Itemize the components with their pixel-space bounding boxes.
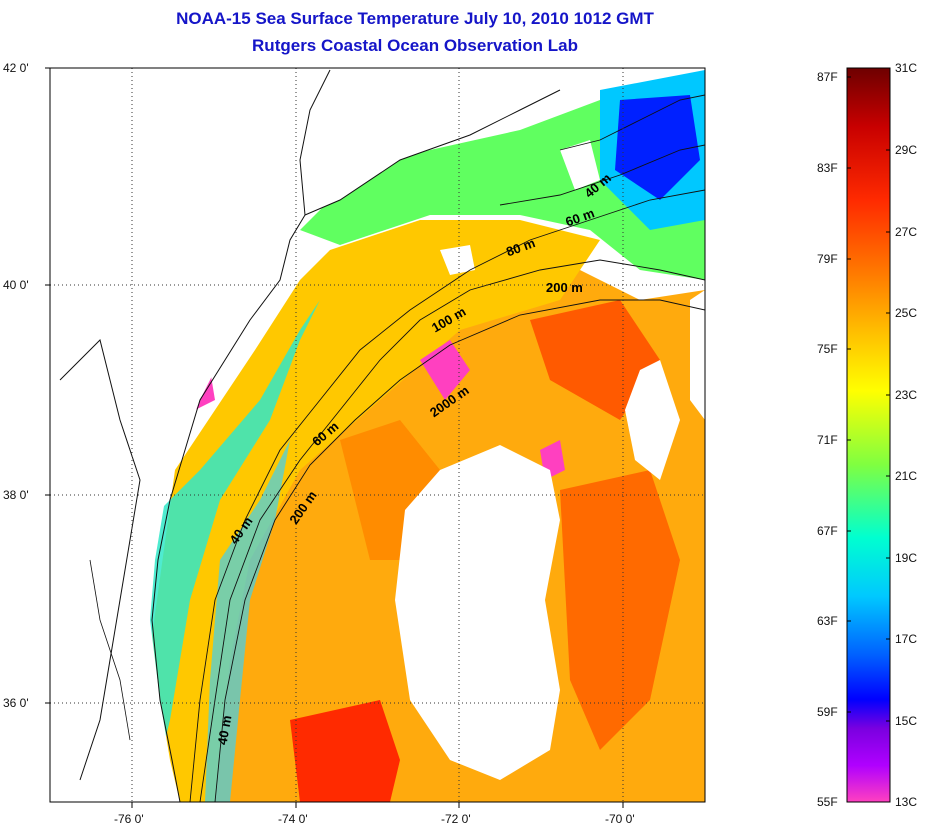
colorbar-f-label: 63F <box>817 614 838 628</box>
colorbar-c-label: 25C <box>895 306 918 320</box>
colorbar-f-label: 87F <box>817 70 838 84</box>
lon-label: -70 0' <box>605 812 635 826</box>
colorbar-c-label: 21C <box>895 469 918 483</box>
colorbar-c-label: 19C <box>895 551 918 565</box>
lat-label: 40 0' <box>3 278 29 292</box>
lon-label: -72 0' <box>441 812 471 826</box>
colorbar-f-label: 55F <box>817 795 838 809</box>
colorbar-f-label: 59F <box>817 705 838 719</box>
sst-field <box>50 68 705 802</box>
colorbar-f-label: 75F <box>817 342 838 356</box>
map-frame <box>49 67 706 803</box>
colorbar-f-label: 79F <box>817 252 838 266</box>
colorbar-c-label: 29C <box>895 143 918 157</box>
colorbar-c-label: 13C <box>895 795 918 809</box>
contour-label: 200 m <box>546 280 583 295</box>
colorbar-c-label: 17C <box>895 632 918 646</box>
colorbar-f-label: 83F <box>817 161 838 175</box>
lat-label: 38 0' <box>3 488 29 502</box>
colorbar-f-label: 71F <box>817 433 838 447</box>
colorbar-ticks <box>847 67 890 722</box>
colorbar-f-label: 67F <box>817 524 838 538</box>
axis-ticks <box>45 67 624 808</box>
colorbar-c-label: 31C <box>895 61 918 75</box>
contour-label: 40 m <box>215 714 235 746</box>
colorbar <box>846 67 891 803</box>
colorbar-c-label: 27C <box>895 225 918 239</box>
colorbar-c-label: 15C <box>895 714 918 728</box>
lon-label: -76 0' <box>114 812 144 826</box>
lat-label: 42 0' <box>3 61 29 75</box>
colorbar-c-label: 23C <box>895 388 918 402</box>
lat-label: 36 0' <box>3 696 29 710</box>
lon-label: -74 0' <box>278 812 308 826</box>
map-title: NOAA-15 Sea Surface Temperature July 10,… <box>176 9 654 28</box>
map-subtitle: Rutgers Coastal Ocean Observation Lab <box>252 36 578 55</box>
